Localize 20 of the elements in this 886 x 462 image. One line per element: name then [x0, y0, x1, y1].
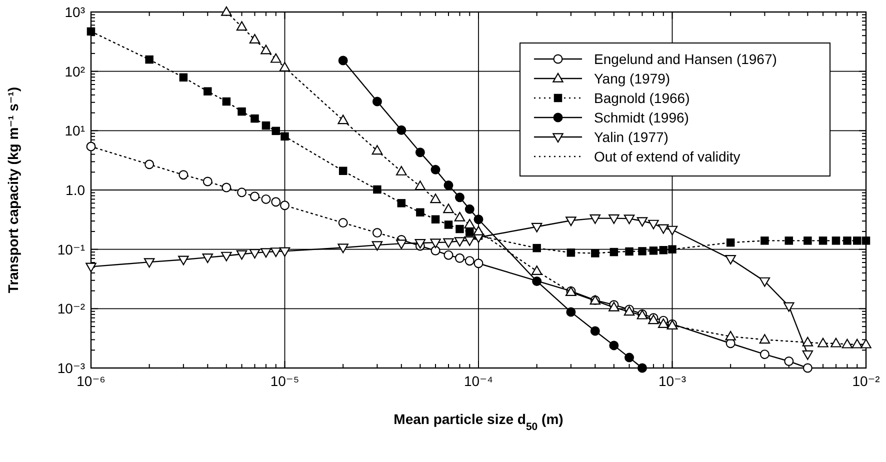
y-tick-label: 1.0	[66, 182, 86, 198]
legend-label: Schmidt (1996)	[594, 110, 689, 126]
y-tick-label: 10²	[64, 63, 86, 80]
x-tick-label: 10⁻⁵	[270, 373, 300, 389]
y-tick-label: 10⁻²	[57, 300, 86, 317]
x-tick-label: 10⁻²	[852, 373, 880, 389]
x-axis-title: Mean particle size d$_{50}$ (m)	[394, 411, 564, 433]
y-tick-label: 10⁻³	[57, 360, 86, 376]
y-tick-label: 10⁻¹	[57, 241, 86, 258]
x-tick-label: 10⁻³	[658, 373, 686, 389]
y-tick-label: 10¹	[64, 122, 86, 139]
legend-label: Yang (1979)	[594, 70, 670, 86]
y-tick-label: 10³	[64, 4, 86, 20]
legend-label: Engelund and Hansen (1967)	[594, 51, 777, 67]
legend-label: Bagnold (1966)	[594, 90, 690, 106]
legend-label: Out of extend of validity	[594, 148, 740, 164]
x-tick-label: 10⁻⁴	[464, 373, 493, 389]
x-tick-label: 10⁻⁶	[76, 373, 106, 389]
y-axis-title: Transport capacity (kg m⁻¹ s⁻¹)	[5, 86, 21, 294]
legend-label: Yalin (1977)	[594, 129, 668, 145]
